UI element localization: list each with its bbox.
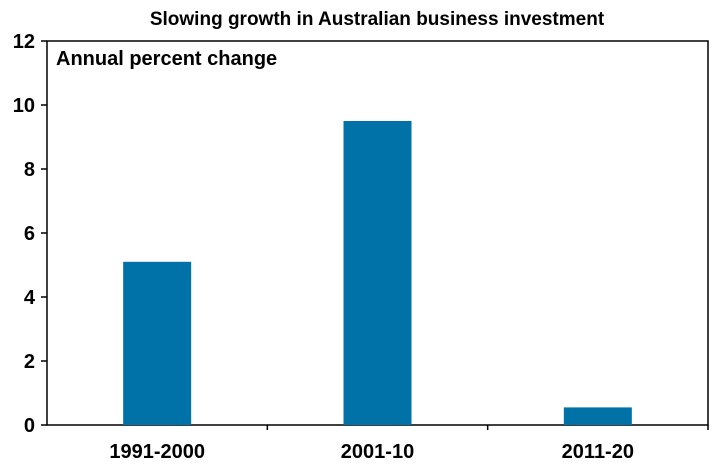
y-tick-label: 8 — [24, 159, 35, 181]
y-tick-label: 2 — [24, 351, 35, 373]
chart-title: Slowing growth in Australian business in… — [150, 9, 605, 30]
y-tick-label: 6 — [24, 223, 35, 245]
bar — [563, 407, 632, 425]
y-tick-label: 12 — [13, 31, 35, 53]
bar — [343, 121, 412, 425]
bar — [123, 261, 192, 425]
y-tick-label: 10 — [13, 95, 35, 117]
x-tick-label: 2011-20 — [562, 441, 634, 463]
y-tick-label: 4 — [24, 287, 36, 309]
y-axis-label: Annual percent change — [56, 48, 277, 70]
x-tick-label: 2001-10 — [341, 441, 414, 463]
y-tick-label: 0 — [24, 415, 35, 437]
x-tick-label: 1991-2000 — [109, 441, 205, 463]
plot-area: 0 2 4 6 8 10 12 1991-2000 2001-10 2011-20 — [13, 31, 709, 463]
